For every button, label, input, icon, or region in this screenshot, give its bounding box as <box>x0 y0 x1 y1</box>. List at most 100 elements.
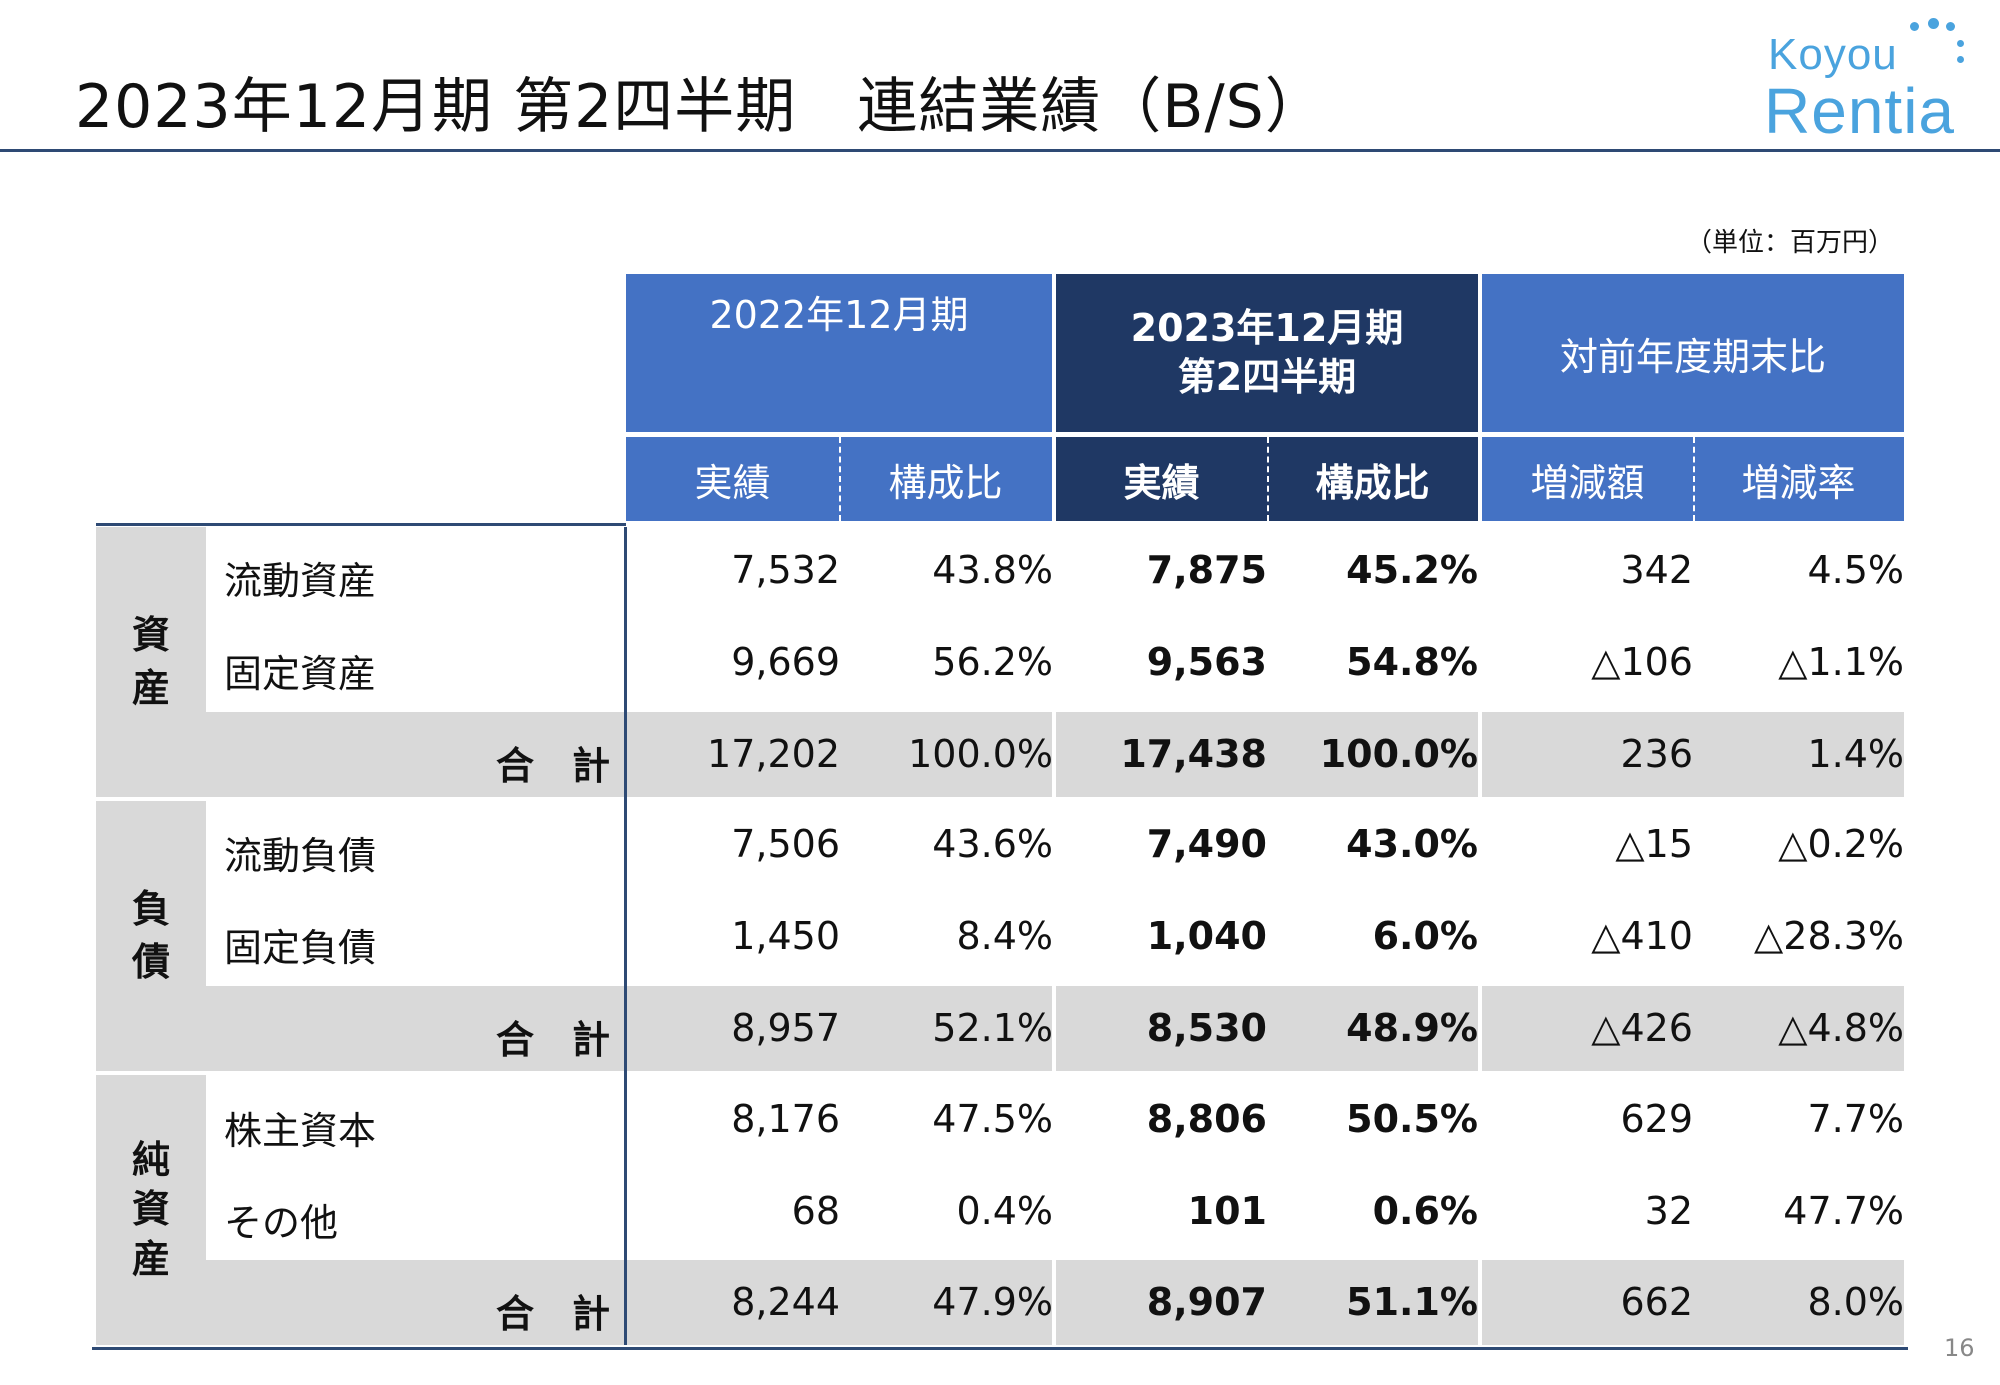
group-separator <box>1052 527 1056 1345</box>
value-cell: 45.2% <box>1346 548 1478 592</box>
title-underline <box>0 149 2000 152</box>
value-cell: 47.5% <box>932 1097 1053 1141</box>
value-cell: 9,563 <box>1146 640 1267 684</box>
category-char: 資 <box>131 1187 170 1232</box>
logo-dot <box>1910 22 1919 31</box>
row-label: 流動負債 <box>224 834 377 878</box>
category-char: 資 <box>131 612 170 657</box>
total-value: 8,907 <box>1146 1280 1267 1324</box>
value-cell: 1,040 <box>1146 914 1267 958</box>
value-cell: 1,450 <box>731 914 840 958</box>
category-block <box>96 801 206 1071</box>
category-block <box>96 527 206 797</box>
category-char: 産 <box>131 666 170 710</box>
total-value: 100.0% <box>1319 732 1478 776</box>
total-label: 合 計 <box>495 1292 610 1336</box>
value-cell: 342 <box>1620 548 1693 592</box>
value-cell: △0.2% <box>1778 822 1904 866</box>
value-cell: 7,490 <box>1146 822 1267 866</box>
total-value: △4.8% <box>1778 1006 1904 1050</box>
page-title: 2023年12月期 第2四半期 連結業績（B/S） <box>75 72 1326 142</box>
logo-text-koyou: Koyou <box>1768 30 1898 79</box>
total-value: 8,244 <box>731 1280 840 1324</box>
subheader-ratio-2022: 構成比 <box>839 437 1052 521</box>
subheader-label: 実績 <box>1123 460 1200 505</box>
subheader-label: 実績 <box>694 460 771 505</box>
subheader-label: 増減率 <box>1741 460 1856 505</box>
value-cell: △106 <box>1591 640 1693 684</box>
subheader-ratio-2023: 構成比 <box>1267 437 1478 521</box>
subheader-label: 構成比 <box>888 460 1003 505</box>
total-value: 8,957 <box>731 1006 840 1050</box>
total-value: 1.4% <box>1807 732 1904 776</box>
value-cell: 7,506 <box>731 822 840 866</box>
value-cell: 7,875 <box>1146 548 1267 592</box>
value-cell: △28.3% <box>1754 914 1904 958</box>
value-cell: △15 <box>1615 822 1693 866</box>
value-cell: △410 <box>1591 914 1693 958</box>
header-fy2022: 2022年12月期 <box>626 274 1052 432</box>
value-cell: 4.5% <box>1807 548 1904 592</box>
column-divider <box>1267 437 1269 521</box>
logo-dot <box>1946 22 1955 31</box>
value-cell: 101 <box>1187 1189 1267 1233</box>
value-cell: 56.2% <box>932 640 1053 684</box>
group-separator <box>1478 527 1482 1345</box>
column-divider <box>839 437 841 521</box>
row-label: 固定資産 <box>224 652 377 696</box>
table-top-rule <box>96 523 626 526</box>
value-cell: 6.0% <box>1372 914 1478 958</box>
value-cell: 43.6% <box>932 822 1053 866</box>
category-char: 債 <box>131 940 170 984</box>
value-cell: 32 <box>1644 1189 1693 1233</box>
category-char: 産 <box>131 1236 170 1281</box>
unit-label: （単位：百万円） <box>1686 228 1895 258</box>
company-logo: Koyou Rentia <box>1760 18 1970 147</box>
header-yoy-label: 対前年度期末比 <box>1559 334 1826 379</box>
value-cell: 7,532 <box>731 548 840 592</box>
page-number: 16 <box>1944 1334 1975 1362</box>
category-block <box>96 1075 206 1345</box>
value-cell: 7.7% <box>1807 1097 1904 1141</box>
subheader-label: 構成比 <box>1315 460 1430 505</box>
category-net-assets: 純 資 産 <box>96 1075 206 1345</box>
total-value: 17,438 <box>1120 732 1267 776</box>
subheader-change-amount: 増減額 <box>1482 437 1693 521</box>
value-cell: 43.8% <box>932 548 1053 592</box>
value-cell: 8,176 <box>731 1097 840 1141</box>
row-label: 株主資本 <box>224 1109 377 1153</box>
total-label: 合 計 <box>495 744 610 788</box>
category-liabilities: 負 債 <box>96 801 206 1071</box>
table-bottom-rule <box>92 1347 1908 1350</box>
total-value: 47.9% <box>932 1280 1053 1324</box>
total-value: 8,530 <box>1146 1006 1267 1050</box>
column-divider <box>1693 437 1695 521</box>
total-value: 51.1% <box>1346 1280 1478 1324</box>
total-value: 48.9% <box>1346 1006 1478 1050</box>
header-q2-label: 第2四半期 <box>1177 355 1357 399</box>
value-cell: 68 <box>791 1189 840 1233</box>
subheader-results-2023: 実績 <box>1056 437 1267 521</box>
label-column-rule <box>624 527 627 1345</box>
logo-text-rentia: Rentia <box>1764 75 1955 147</box>
value-cell: 8,806 <box>1146 1097 1267 1141</box>
logo-dot <box>1928 18 1939 29</box>
total-value: 8.0% <box>1807 1280 1904 1324</box>
header-fy2022-label: 2022年12月期 <box>709 293 969 337</box>
subheader-change-rate: 増減率 <box>1693 437 1904 521</box>
total-value: 100.0% <box>908 732 1053 776</box>
header-yoy: 対前年度期末比 <box>1482 274 1904 432</box>
total-value: △426 <box>1591 1006 1693 1050</box>
logo-dot <box>1957 56 1964 63</box>
total-value: 52.1% <box>932 1006 1053 1050</box>
value-cell: 0.6% <box>1372 1189 1478 1233</box>
category-char: 負 <box>131 886 170 931</box>
subheader-label: 増減額 <box>1530 460 1645 505</box>
header-fy2023-label: 2023年12月期 <box>1130 305 1404 350</box>
total-value: 236 <box>1620 732 1693 776</box>
value-cell: 43.0% <box>1346 822 1478 866</box>
category-assets: 資 産 <box>96 527 206 797</box>
value-cell: △1.1% <box>1778 640 1904 684</box>
row-label: その他 <box>224 1201 339 1245</box>
value-cell: 50.5% <box>1346 1097 1478 1141</box>
